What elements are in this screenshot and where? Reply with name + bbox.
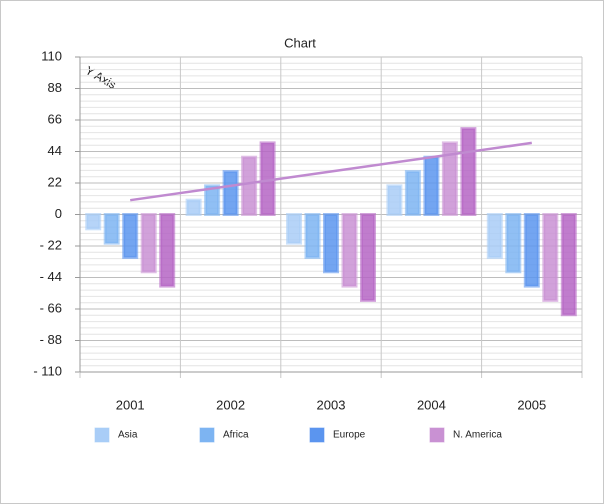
y-tick-label: 0 — [55, 206, 62, 221]
legend-label: N. America — [453, 430, 502, 441]
trend-line — [130, 141, 532, 202]
x-tick-label: 2005 — [517, 397, 546, 412]
legend-swatch — [94, 427, 110, 443]
bar — [103, 213, 120, 245]
bar — [286, 213, 302, 245]
y-tick-label: - 110 — [33, 363, 62, 378]
bar — [222, 170, 239, 216]
bar — [241, 155, 258, 217]
y-tick-label: 44 — [48, 143, 62, 158]
y-tick-label: 66 — [48, 111, 62, 126]
legend-swatch — [199, 427, 215, 443]
bar — [85, 213, 102, 231]
bar — [185, 198, 202, 217]
x-tick-label: 2001 — [116, 397, 145, 412]
bar — [140, 213, 157, 274]
legend-label: Asia — [118, 430, 138, 441]
y-tick-label: - 66 — [40, 300, 62, 315]
bar — [460, 127, 477, 216]
bar — [122, 213, 139, 259]
bar — [323, 213, 339, 274]
bar — [486, 213, 503, 259]
legend-label: Europe — [333, 430, 366, 441]
bar — [204, 184, 221, 216]
bar — [304, 213, 321, 259]
x-tick-label: 2003 — [317, 397, 346, 412]
bar — [505, 213, 522, 274]
bar — [441, 141, 458, 216]
bar — [542, 213, 559, 302]
legend-label: Africa — [223, 430, 249, 441]
bar — [341, 213, 358, 288]
bar — [423, 155, 440, 217]
y-tick-label: - 22 — [40, 237, 62, 252]
y-tick-label: - 88 — [40, 332, 62, 347]
x-tick-label: 2002 — [216, 397, 245, 412]
chart-title: Chart — [284, 35, 316, 50]
legend-swatch — [429, 427, 445, 443]
y-tick-label: - 44 — [40, 269, 62, 284]
bar — [523, 213, 540, 288]
legend-swatch — [309, 427, 325, 443]
y-tick-label: 22 — [48, 174, 62, 189]
x-tick-label: 2004 — [417, 397, 446, 412]
bar — [159, 213, 176, 288]
y-tick-label: 110 — [41, 48, 62, 63]
y-tick-label: 88 — [48, 80, 62, 95]
bar — [560, 213, 577, 317]
bar — [404, 170, 421, 216]
bar — [360, 213, 376, 302]
bar — [386, 184, 403, 216]
